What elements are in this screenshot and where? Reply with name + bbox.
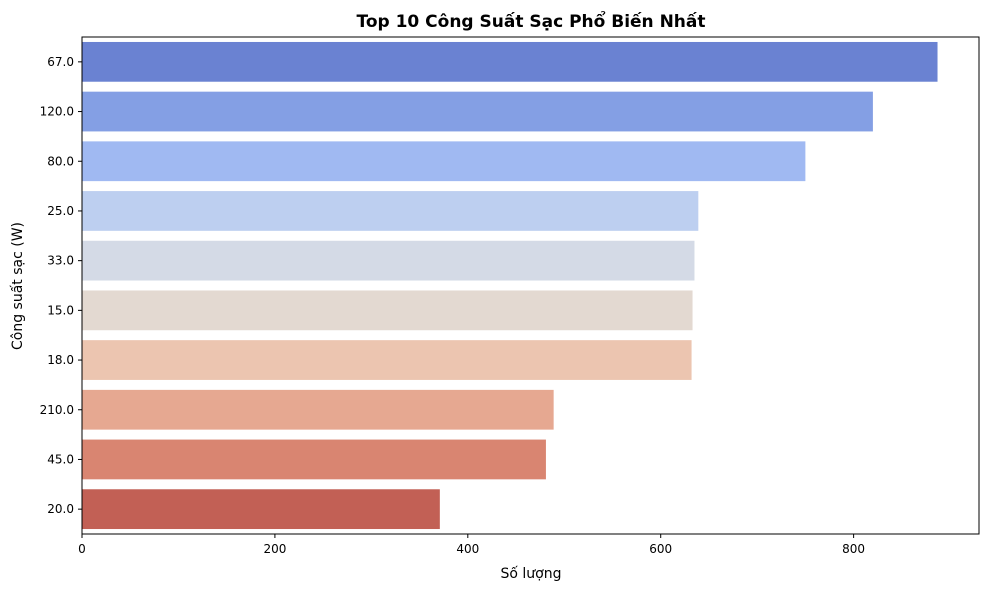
chart-title: Top 10 Công Suất Sạc Phổ Biến Nhất bbox=[356, 10, 705, 32]
y-tick-label: 80.0 bbox=[47, 154, 74, 168]
x-tick-label: 800 bbox=[842, 542, 865, 556]
bar-120.0 bbox=[82, 91, 873, 132]
x-axis-label: Số lượng bbox=[501, 565, 562, 582]
y-tick-label: 45.0 bbox=[47, 452, 74, 466]
y-tick-label: 25.0 bbox=[47, 204, 74, 218]
x-tick-label: 0 bbox=[78, 542, 86, 556]
y-tick-label: 33.0 bbox=[47, 254, 74, 268]
x-tick-label: 600 bbox=[649, 542, 672, 556]
y-tick-label: 120.0 bbox=[40, 105, 74, 119]
bar-20.0 bbox=[82, 489, 440, 530]
x-tick-labels: 0 200 400 600 800 bbox=[78, 534, 865, 556]
x-tick-label: 400 bbox=[456, 542, 479, 556]
bar-67.0 bbox=[82, 41, 938, 82]
bar-18.0 bbox=[82, 340, 692, 380]
y-axis-label: Công suất sạc (W) bbox=[10, 222, 26, 350]
y-tick-label: 210.0 bbox=[40, 403, 74, 417]
bar-33.0 bbox=[82, 240, 695, 281]
plot-frame bbox=[81, 36, 980, 535]
bars-group bbox=[82, 41, 938, 530]
bar-25.0 bbox=[82, 191, 699, 231]
y-tick-label: 67.0 bbox=[47, 55, 74, 69]
y-tick-label: 15.0 bbox=[47, 303, 74, 317]
x-tick-label: 200 bbox=[263, 542, 286, 556]
y-tick-labels: 67.0 120.0 80.0 25.0 33.0 15.0 18.0 210.0 45.0 20… bbox=[40, 55, 82, 516]
bar-45.0 bbox=[82, 439, 546, 480]
y-tick-label: 18.0 bbox=[47, 353, 74, 367]
bar-15.0 bbox=[82, 290, 693, 331]
bar-210.0 bbox=[82, 389, 554, 430]
y-tick-label: 20.0 bbox=[47, 502, 74, 516]
bar-80.0 bbox=[82, 141, 806, 182]
